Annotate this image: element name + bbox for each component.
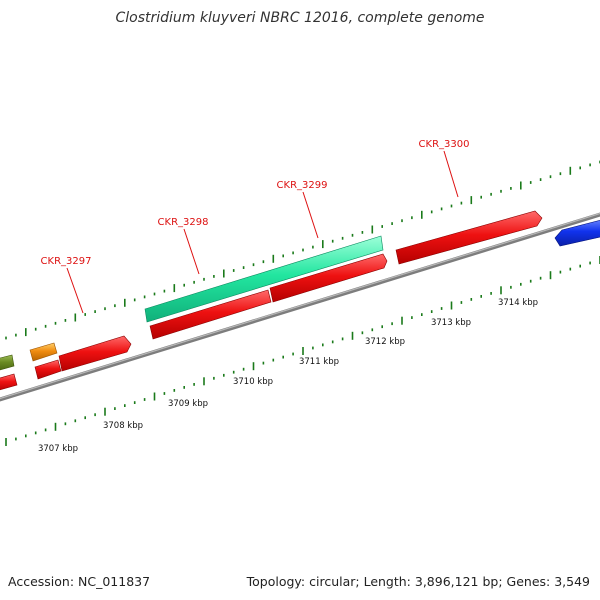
ruler-label-3711: 3711 kbp	[299, 357, 339, 367]
ruler-label-3712: 3712 kbp	[365, 337, 405, 347]
gene-small-red[interactable]	[34, 359, 62, 380]
gene-label-ckr-3297[interactable]: CKR_3297	[41, 256, 92, 267]
gene-label-leaders	[66, 150, 459, 314]
gene-orange[interactable]	[29, 342, 58, 362]
ruler-label-3713: 3713 kbp	[431, 318, 471, 328]
genome-backbone-highlight	[0, 212, 600, 400]
gene-label-ckr-3298[interactable]: CKR_3298	[158, 217, 209, 228]
gene-labels: CKR_3297 CKR_3298 CKR_3299 CKR_3300	[41, 139, 470, 267]
ruler-label-3714: 3714 kbp	[498, 298, 538, 308]
ruler-label-3708: 3708 kbp	[103, 421, 143, 431]
gene-ckr-3298[interactable]	[144, 235, 384, 323]
gene-red-under-3298[interactable]	[149, 289, 272, 340]
ruler-label-3709: 3709 kbp	[168, 399, 208, 409]
genome-backbone	[0, 212, 600, 402]
gene-label-ckr-3300[interactable]: CKR_3300	[419, 139, 470, 150]
accession-label: Accession: NC_011837	[8, 574, 151, 589]
gene-ckr-3297[interactable]	[58, 335, 132, 372]
gene-left-edge[interactable]	[0, 373, 18, 391]
inner-ruler-ticks	[5, 256, 600, 446]
gene-olive[interactable]	[0, 354, 15, 371]
ruler-label-3707: 3707 kbp	[38, 444, 78, 454]
ruler-label-3710: 3710 kbp	[233, 377, 273, 387]
genome-summary: Topology: circular; Length: 3,896,121 bp…	[246, 574, 590, 589]
gene-blue[interactable]	[554, 219, 600, 247]
gene-ckr-3300[interactable]	[395, 210, 543, 265]
gene-ckr-3299[interactable]	[269, 253, 388, 303]
outer-ruler-ticks	[5, 160, 600, 340]
ruler-labels: 3707 kbp 3708 kbp 3709 kbp 3710 kbp 3711…	[38, 298, 538, 454]
genome-title: Clostridium kluyveri NBRC 12016, complet…	[115, 10, 485, 26]
gene-label-ckr-3299[interactable]: CKR_3299	[277, 180, 328, 191]
